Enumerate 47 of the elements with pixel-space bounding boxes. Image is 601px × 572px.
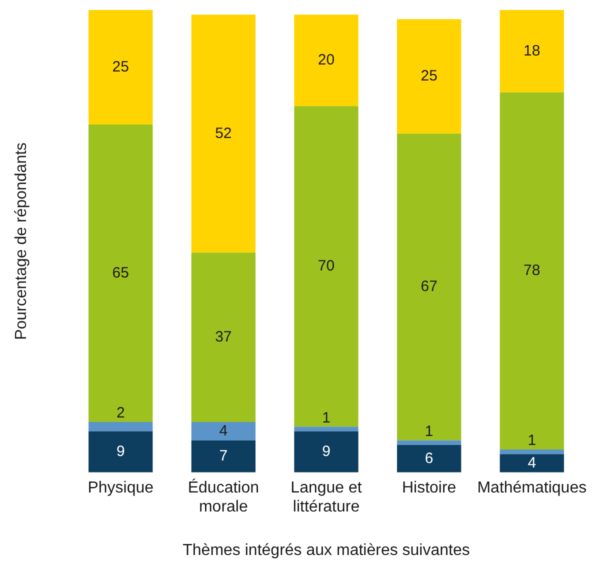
data-label: 18 — [524, 42, 540, 60]
bar — [500, 450, 564, 454]
bar — [294, 431, 358, 472]
data-label: 78 — [524, 262, 540, 280]
x-tick-label: Histoire — [402, 479, 456, 496]
bar — [191, 422, 256, 440]
bar — [191, 14, 256, 253]
bar — [500, 454, 564, 472]
bar — [294, 106, 358, 427]
bar — [191, 440, 256, 472]
bar — [88, 422, 153, 432]
x-axis-title: Thèmes intégrés aux matières suivantes — [182, 542, 470, 559]
data-label: 25 — [420, 68, 438, 85]
y-axis-title: Pourcentage de répondants — [13, 142, 30, 340]
bar — [294, 14, 358, 106]
bar — [500, 92, 564, 450]
data-label: 1 — [424, 422, 434, 440]
data-label: 70 — [318, 258, 335, 275]
data-label: 1 — [322, 409, 330, 426]
data-label: 7 — [219, 448, 228, 465]
data-label: 9 — [116, 442, 125, 460]
data-label: 4 — [528, 454, 536, 472]
data-label: 67 — [420, 278, 438, 296]
data-label: 4 — [219, 422, 228, 440]
x-tick-label: Langue et littérature — [290, 479, 362, 516]
bar — [88, 124, 153, 422]
bar — [88, 10, 153, 124]
data-label: 6 — [424, 450, 434, 467]
data-label: 1 — [528, 432, 536, 450]
bar — [88, 431, 153, 472]
data-label: 65 — [112, 264, 129, 282]
x-tick-label: Mathématiques — [477, 479, 587, 496]
bar — [397, 440, 462, 445]
data-label: 25 — [112, 58, 129, 76]
x-tick-label: Physique — [88, 479, 154, 496]
data-label: 20 — [318, 52, 335, 68]
bar — [397, 19, 462, 134]
x-tick-label: Éducation morale — [188, 478, 260, 516]
data-label: 2 — [116, 404, 125, 422]
bar — [397, 134, 462, 440]
data-label: 52 — [215, 124, 232, 142]
bar — [294, 426, 358, 432]
data-label: 37 — [215, 328, 232, 346]
bar — [397, 444, 462, 472]
bar — [191, 252, 256, 422]
data-label: 9 — [322, 442, 330, 460]
bar — [500, 10, 564, 92]
